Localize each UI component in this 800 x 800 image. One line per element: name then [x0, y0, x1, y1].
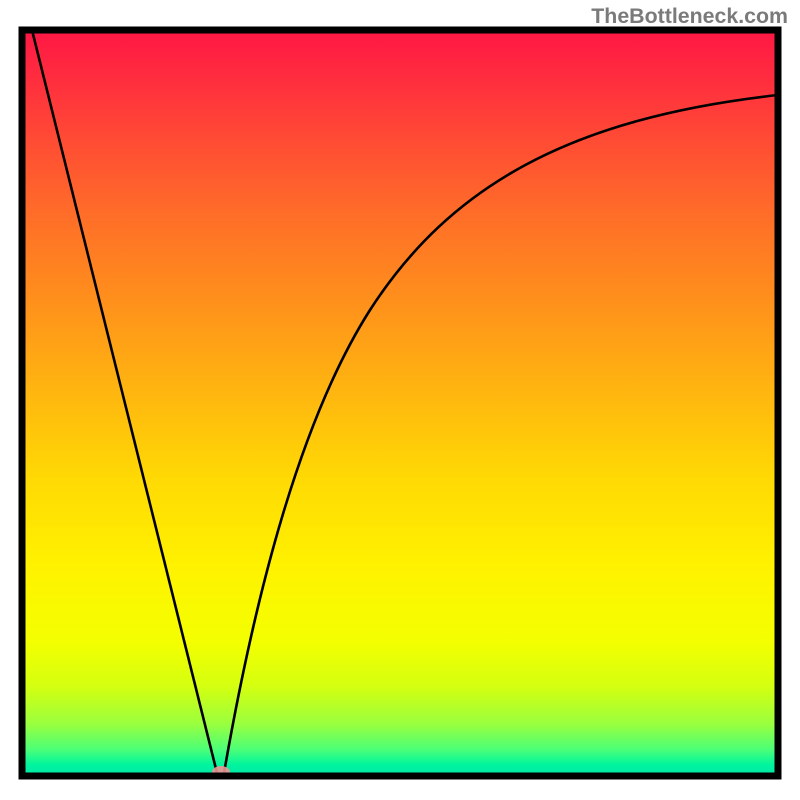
attribution-text: TheBottleneck.com	[591, 4, 788, 29]
chart-container: { "attribution": { "text": "TheBottlenec…	[0, 0, 800, 800]
bottleneck-chart	[0, 0, 800, 800]
plot-background	[22, 30, 778, 776]
